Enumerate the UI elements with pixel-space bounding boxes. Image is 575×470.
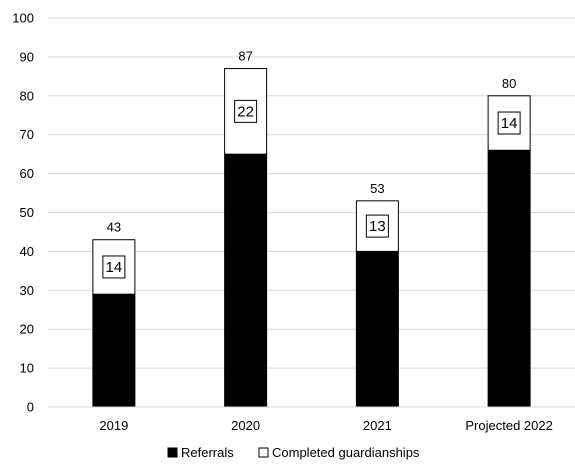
- segment-value-label: 22: [237, 103, 254, 120]
- y-tick-label: 70: [20, 127, 34, 142]
- bar-total-label: 53: [370, 181, 384, 196]
- bar-segment-referrals: [487, 149, 531, 408]
- y-tick-label: 10: [20, 361, 34, 376]
- segment-label-box: [365, 214, 389, 238]
- y-tick-label: 40: [20, 244, 34, 259]
- legend: Referrals Completed guardianships: [167, 445, 420, 460]
- segment-label-box: [234, 99, 258, 123]
- gridlines: [48, 17, 575, 369]
- legend-label-referrals: Referrals: [181, 445, 234, 460]
- segment-value-label: 14: [501, 115, 518, 132]
- y-tick-label: 90: [20, 49, 34, 64]
- bar-segment-referrals: [355, 250, 399, 408]
- x-axis-labels: 2019 2020 2021 Projected 2022: [99, 418, 552, 433]
- legend-label-completed-guardianships: Completed guardianships: [272, 445, 420, 460]
- segment-label-box: [102, 255, 126, 279]
- x-category-label: 2021: [363, 418, 392, 433]
- y-tick-label: 80: [20, 88, 34, 103]
- x-category-label: 2019: [99, 418, 128, 433]
- bar-total-label: 80: [502, 76, 516, 91]
- y-tick-label: 20: [20, 322, 34, 337]
- bar-segment-referrals: [224, 153, 268, 408]
- bar-segment-referrals: [92, 293, 136, 408]
- y-tick-label: 0: [27, 400, 34, 415]
- y-axis-ticks: 0 10 20 30 40 50 60 70 80 90 100: [12, 11, 34, 415]
- x-category-label: Projected 2022: [465, 418, 552, 433]
- y-tick-label: 100: [12, 11, 34, 26]
- segment-value-label: 14: [106, 259, 123, 276]
- y-tick-label: 30: [20, 283, 34, 298]
- segment-label-box: [497, 111, 521, 135]
- legend-swatch-completed-guardianships: [258, 447, 269, 458]
- bar-total-label: 43: [107, 220, 121, 235]
- legend-swatch-referrals: [167, 447, 178, 458]
- bars: 14 43 22 87 13 53 14 80: [92, 49, 531, 408]
- bar-total-label: 87: [238, 49, 252, 64]
- segment-value-label: 13: [369, 218, 386, 235]
- y-tick-label: 60: [20, 166, 34, 181]
- x-category-label: 2020: [231, 418, 260, 433]
- y-tick-label: 50: [20, 205, 34, 220]
